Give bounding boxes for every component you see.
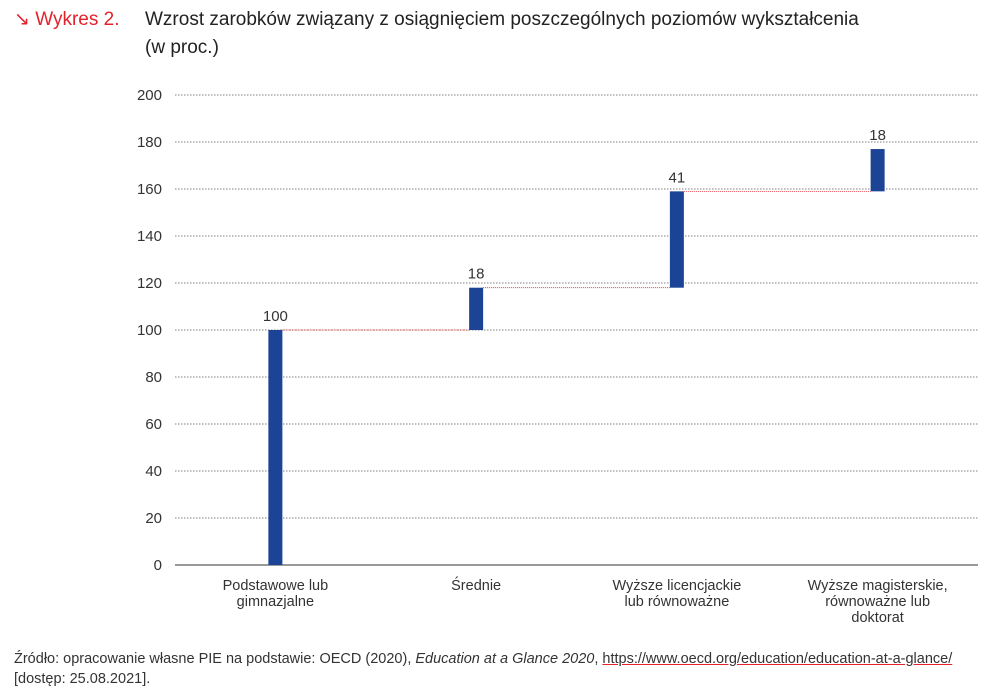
x-category-label: Średnie <box>451 576 501 594</box>
source-note: Źródło: opracowanie własne PIE na podsta… <box>14 649 984 689</box>
data-label: 41 <box>669 169 686 186</box>
x-category-label: doktorat <box>851 610 903 626</box>
y-tick-label: 0 <box>154 557 162 574</box>
source-sep: , <box>594 651 603 667</box>
bar <box>870 149 885 192</box>
waterfall-chart: 0 20 40 60 80 100 120 140 160 180 200 100 Podstawowe… <box>137 87 978 626</box>
x-category-label: Wyższe magisterskie, <box>808 578 948 594</box>
x-category-label: Podstawowe lub <box>223 578 329 594</box>
bar <box>469 287 484 330</box>
source-prefix: Źródło: opracowanie własne PIE na podsta… <box>14 651 416 667</box>
y-tick-label: 180 <box>137 134 162 151</box>
source-link[interactable]: https://www.oecd.org/education/education… <box>602 651 953 667</box>
x-category-label: Wyższe licencjackie <box>612 578 741 594</box>
data-label: 100 <box>263 308 288 325</box>
y-tick-label: 40 <box>145 463 162 480</box>
title-text: Wzrost zarobków związany z osiągnięciem … <box>145 9 859 58</box>
y-tick-label: 20 <box>145 510 162 527</box>
source-suffix: [dostęp: 25.08.2021]. <box>14 671 151 687</box>
y-tick-label: 200 <box>137 87 162 104</box>
y-tick-label: 140 <box>137 228 162 245</box>
y-tick-label: 160 <box>137 181 162 198</box>
y-tick-label: 60 <box>145 416 162 433</box>
y-tick-label: 120 <box>137 275 162 292</box>
data-label: 18 <box>869 127 886 144</box>
source-title: Education at a Glance 2020 <box>415 651 595 667</box>
bar <box>268 330 283 565</box>
bar <box>669 191 684 288</box>
x-category-label: lub równoważne <box>624 594 729 610</box>
y-tick-label: 100 <box>137 322 162 339</box>
data-label: 18 <box>468 266 485 283</box>
x-category-label: gimnazjalne <box>237 594 314 610</box>
x-category-label: równoważne lub <box>825 594 930 610</box>
y-tick-label: 80 <box>145 369 162 386</box>
figure-number: ↘ Wykres 2. <box>14 9 120 30</box>
